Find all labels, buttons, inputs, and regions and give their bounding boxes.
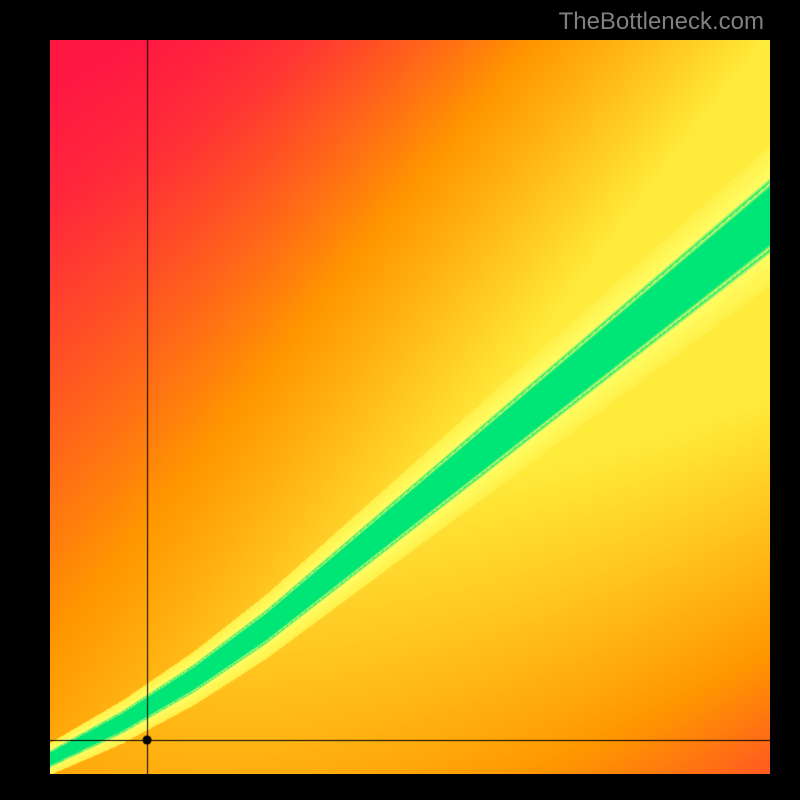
watermark-text: TheBottleneck.com — [559, 8, 764, 36]
chart-background: TheBottleneck.com — [0, 0, 800, 800]
bottleneck-heatmap — [50, 40, 770, 774]
